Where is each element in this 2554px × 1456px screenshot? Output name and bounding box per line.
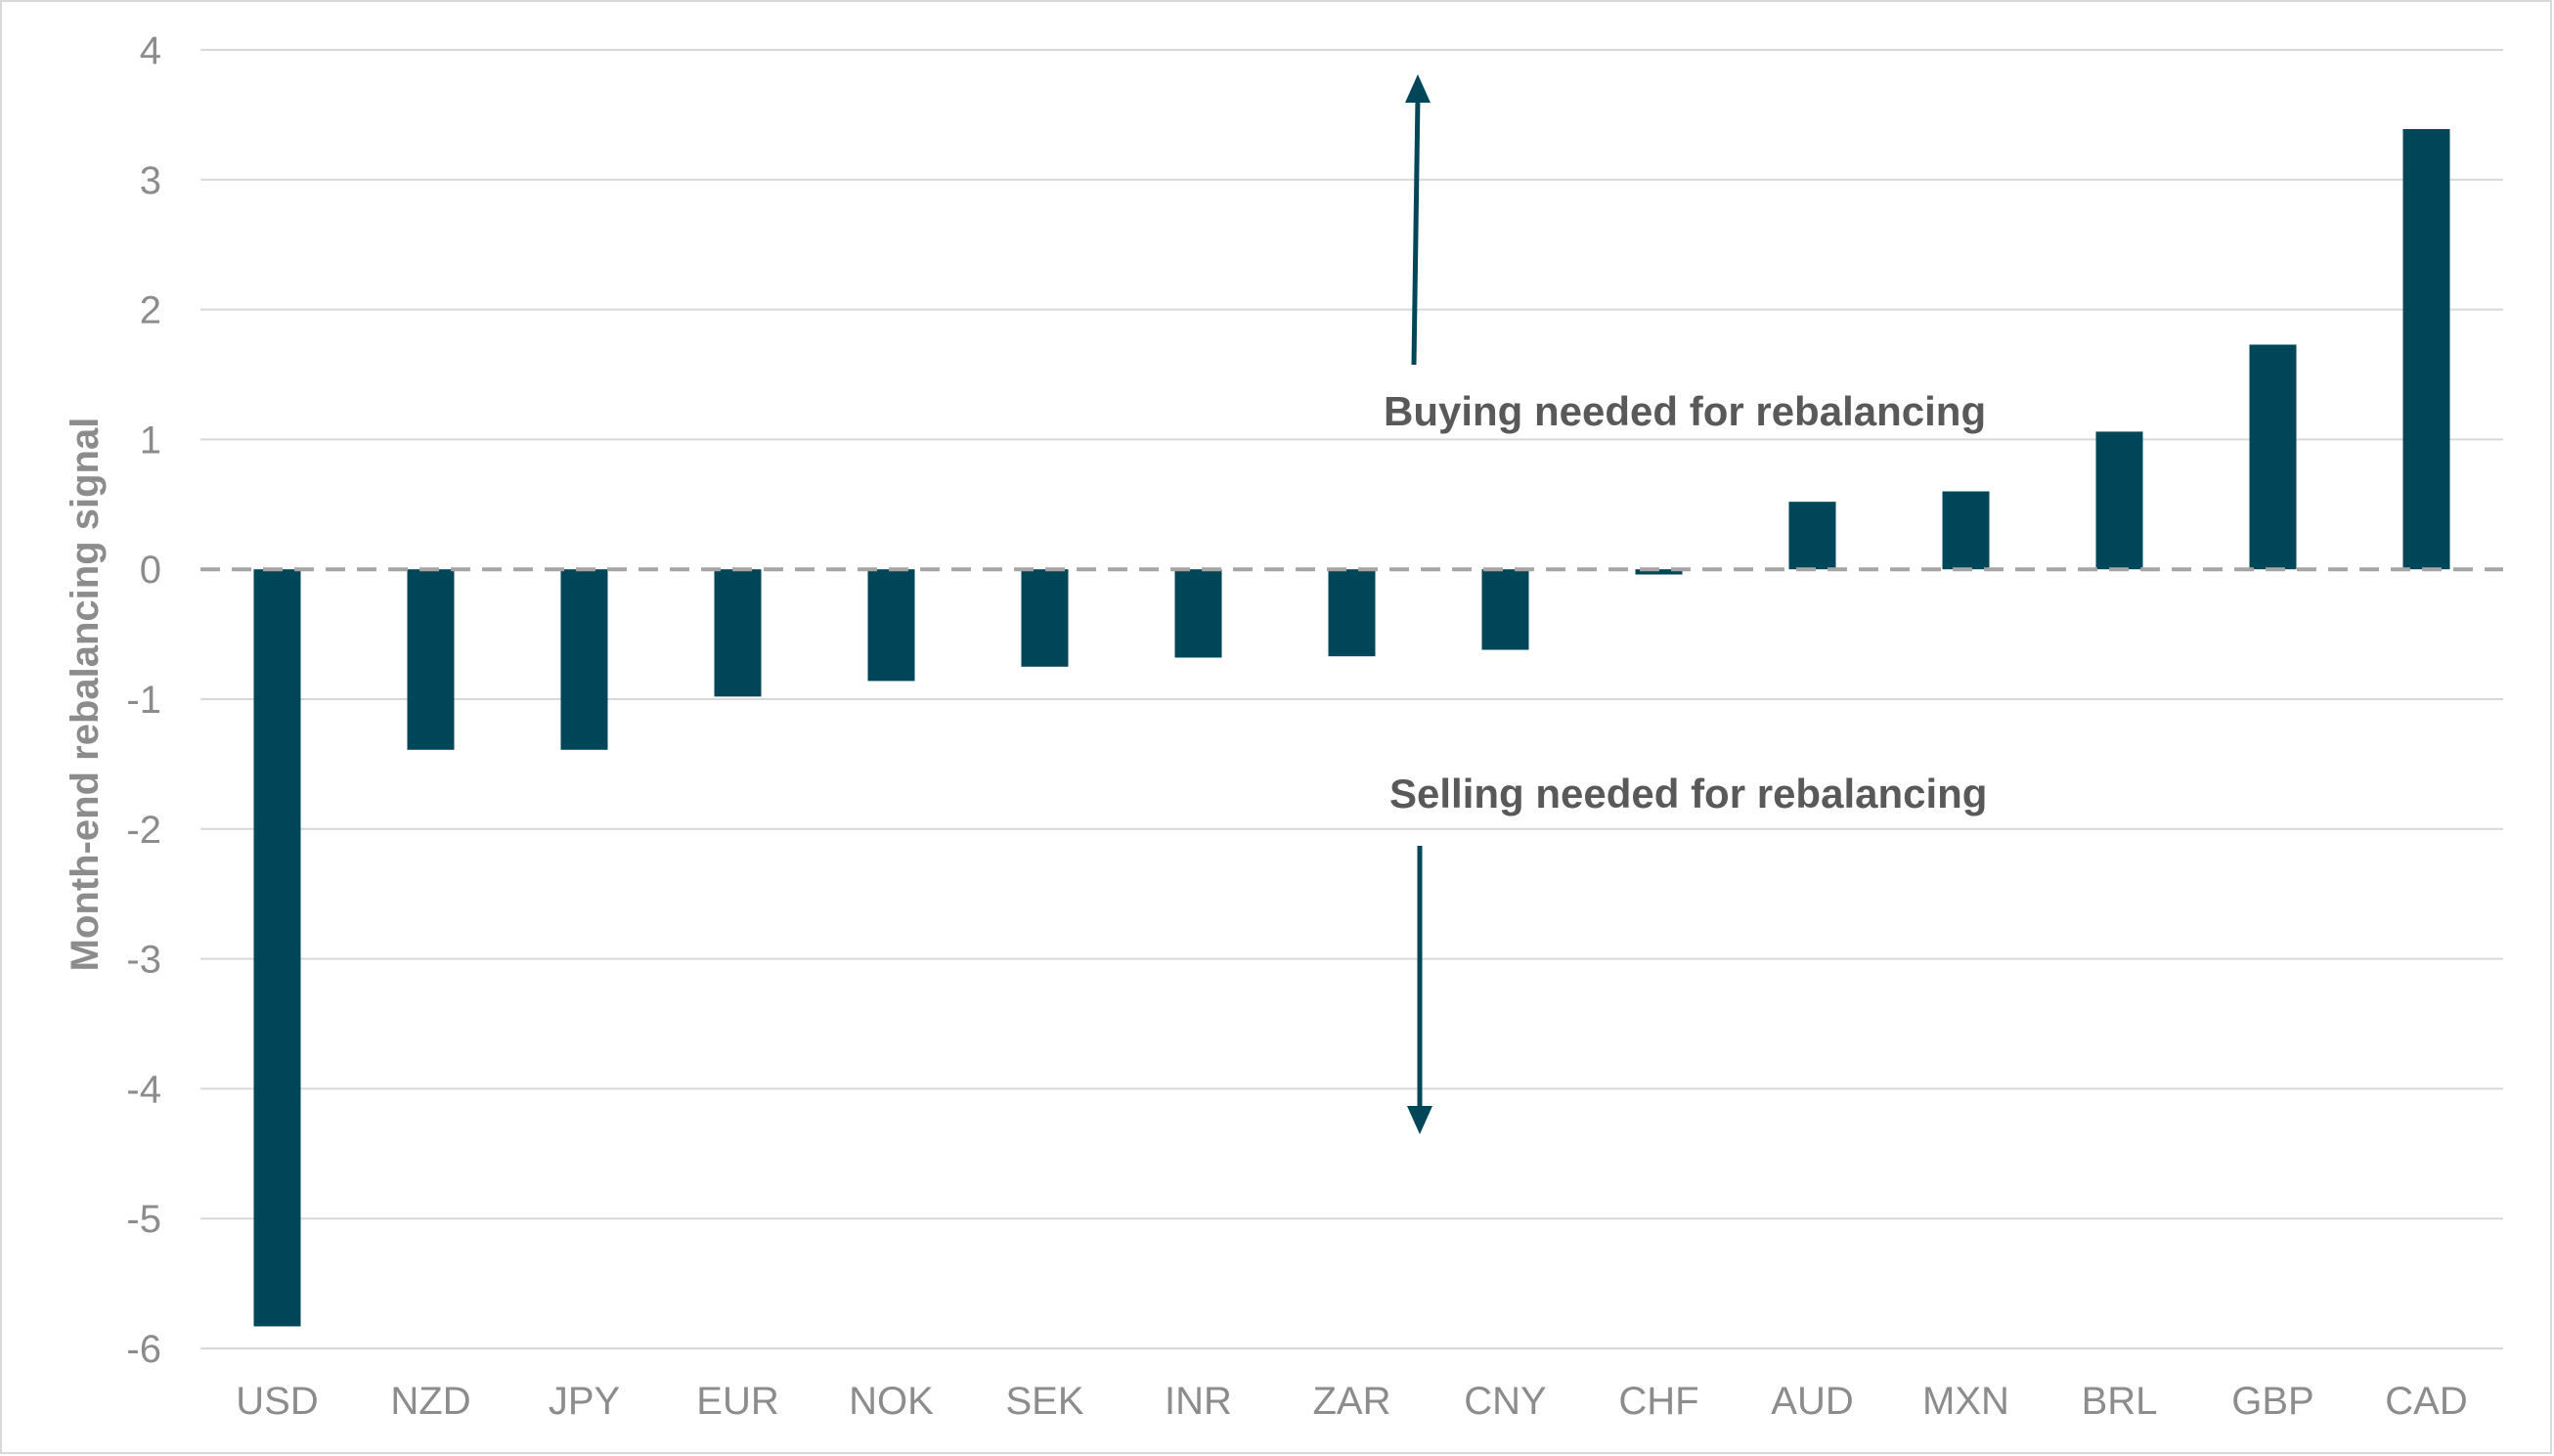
x-category-label-usd: USD — [236, 1380, 318, 1423]
x-category-label-zar: ZAR — [1313, 1380, 1391, 1423]
y-axis-title: Month-end rebalancing signal — [64, 418, 107, 972]
y-tick-label: 4 — [140, 29, 161, 72]
x-category-label-brl: BRL — [2082, 1380, 2158, 1423]
x-category-label-chf: CHF — [1618, 1380, 1698, 1423]
selling-annotation-label: Selling needed for rebalancing — [1389, 771, 1987, 816]
buying-annotation: Buying needed for rebalancing — [1384, 74, 1986, 434]
x-category-label-aud: AUD — [1771, 1380, 1853, 1423]
y-tick-label: -1 — [126, 679, 161, 722]
bar-cny — [1481, 569, 1529, 650]
x-category-label-eur: EUR — [696, 1380, 778, 1423]
y-tick-label: 2 — [140, 289, 161, 332]
gridlines — [200, 49, 2503, 1349]
bar-cad — [2402, 129, 2450, 570]
bar-nzd — [407, 569, 455, 750]
down-arrow-head-icon — [1407, 1106, 1432, 1134]
bar-eur — [714, 569, 762, 697]
bar-jpy — [560, 569, 608, 750]
x-axis-categories: USD NZD JPY EUR NOK SEK INR ZAR CNY CHF AUD MXN BRL G… — [236, 1380, 2467, 1423]
selling-annotation: Selling needed for rebalancing — [1389, 771, 1987, 1134]
bar-zar — [1328, 569, 1376, 657]
bar-inr — [1174, 569, 1222, 658]
bar-sek — [1021, 569, 1069, 667]
x-category-label-mxn: MXN — [1922, 1380, 2009, 1423]
up-arrow-head-icon — [1405, 74, 1431, 103]
x-category-label-nok: NOK — [849, 1380, 934, 1423]
y-tick-label: 1 — [140, 419, 161, 462]
x-category-label-sek: SEK — [1005, 1380, 1083, 1423]
y-tick-label: 3 — [140, 159, 161, 202]
y-tick-label: -4 — [126, 1068, 161, 1111]
bar-gbp — [2249, 344, 2297, 570]
x-category-label-nzd: NZD — [390, 1380, 470, 1423]
buying-annotation-label: Buying needed for rebalancing — [1384, 388, 1986, 434]
x-category-label-cad: CAD — [2385, 1380, 2467, 1423]
x-category-label-jpy: JPY — [549, 1380, 620, 1423]
bar-nok — [867, 569, 915, 682]
bar-chf — [1635, 569, 1683, 575]
y-axis-ticks: 4 3 2 1 0 -1 -2 -3 -4 -5 -6 — [126, 29, 161, 1371]
bars — [253, 129, 2450, 1327]
x-category-label-cny: CNY — [1464, 1380, 1546, 1423]
y-tick-label: 0 — [140, 549, 161, 592]
y-tick-label: -2 — [126, 809, 161, 852]
up-arrow-icon — [1411, 97, 1421, 366]
bar-usd — [253, 569, 301, 1327]
bar-brl — [2095, 431, 2143, 570]
x-category-label-gbp: GBP — [2231, 1380, 2313, 1423]
bar-aud — [1788, 502, 1836, 570]
y-tick-label: -5 — [126, 1198, 161, 1241]
bar-mxn — [1942, 491, 1990, 570]
y-tick-label: -3 — [126, 939, 161, 982]
x-category-label-inr: INR — [1165, 1380, 1232, 1423]
y-tick-label: -6 — [126, 1328, 161, 1371]
